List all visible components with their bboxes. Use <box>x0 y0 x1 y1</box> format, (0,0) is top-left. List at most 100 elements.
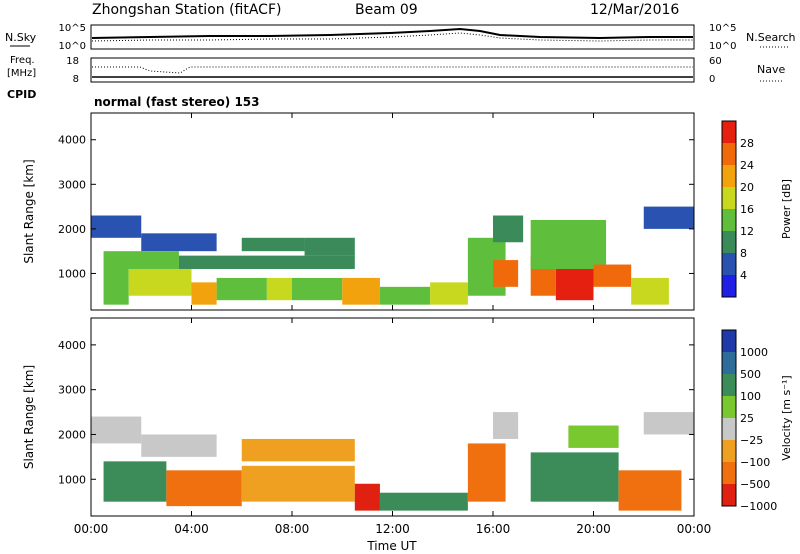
freq-panel-frame <box>90 57 695 83</box>
power-colorbar: 4 8 12 16 20 24 28 Power [dB] <box>721 120 793 298</box>
xtick-label-6: 00:00 <box>677 522 712 536</box>
power-cell-0 <box>91 215 142 238</box>
cpid-value: normal (fast stereo) 153 <box>94 95 260 109</box>
power-cell-8 <box>191 282 217 305</box>
beam-label: Beam 09 <box>355 2 418 18</box>
freq-tick-top: 18 <box>66 56 79 67</box>
velocity-cell-1 <box>141 434 217 457</box>
xtick-label-4: 16:00 <box>476 522 511 536</box>
power-cell-14 <box>430 282 468 305</box>
velocity-cell-6 <box>354 483 380 511</box>
xtick-label-0: 00:00 <box>74 522 109 536</box>
power-cell-9 <box>216 277 267 301</box>
power-cell-6 <box>103 268 129 305</box>
power-colorbar-tick-5: 24 <box>740 159 754 172</box>
noise-panel: N.Sky 10^5 10^0 10^5 10^0 N.Search <box>5 23 796 52</box>
nsky-label: N.Sky <box>5 31 37 44</box>
velocity-colorbar-swatch-5 <box>722 374 736 396</box>
power-colorbar-tick-0: 4 <box>740 269 747 282</box>
power-panel: 1000 2000 3000 4000 Slant Range [km] <box>22 112 695 311</box>
velocity-cell-4 <box>166 470 242 507</box>
velocity-colorbar-swatch-7 <box>722 330 736 352</box>
power-colorbar-swatch-2 <box>722 231 736 253</box>
freq-panel: Freq. [MHz] 18 8 60 0 Nave CPID normal (… <box>7 55 785 109</box>
velocity-colorbar-swatch-2 <box>722 440 736 462</box>
power-colorbar-swatch-6 <box>722 143 736 165</box>
power-cell-2 <box>241 237 305 252</box>
power-cell-20 <box>530 219 607 269</box>
power-colorbar-tick-6: 28 <box>740 137 754 150</box>
power-cell-11 <box>292 277 343 301</box>
velocity-cell-10 <box>530 452 619 502</box>
power-colorbar-frame <box>721 120 737 298</box>
noise-panel-frame <box>90 24 695 50</box>
nave-trace <box>92 66 693 74</box>
freq-label-line2: [MHz] <box>7 68 36 79</box>
velocity-colorbar-swatch-0 <box>722 484 736 506</box>
power-colorbar-tick-1: 8 <box>740 247 747 260</box>
velocity-cell-3 <box>103 461 167 502</box>
velocity-colorbar-tick-0: 1000 <box>740 346 768 359</box>
power-cell-17 <box>493 215 524 243</box>
date-label: 12/Mar/2016 <box>590 2 679 18</box>
velocity-ylabel: Slant Range [km] <box>22 365 36 469</box>
freq-tick-bottom: 8 <box>73 74 79 85</box>
power-cell-22 <box>631 277 669 305</box>
power-cell-7 <box>128 268 192 296</box>
power-colorbar-tick-4: 20 <box>740 181 754 194</box>
velocity-colorbar-swatch-1 <box>722 462 736 484</box>
nsearch-tick-top: 10^5 <box>709 23 736 34</box>
power-cell-10 <box>266 277 292 301</box>
nsky-trace <box>91 27 693 40</box>
power-cell-19 <box>555 268 594 301</box>
power-ytick-label-3: 4000 <box>58 134 86 147</box>
nsearch-label: N.Search <box>746 31 796 44</box>
velocity-colorbar-tick-7: −1000 <box>740 500 777 513</box>
nave-label: Nave <box>757 63 785 76</box>
time-axis: 00:00 04:00 08:00 12:00 16:00 20:00 00:00 <box>74 113 712 536</box>
velocity-ytick-label-2: 3000 <box>58 384 86 397</box>
power-cell-3 <box>304 237 355 256</box>
power-colorbar-swatch-3 <box>722 209 736 231</box>
nsky-tick-bottom: 10^0 <box>59 41 86 52</box>
velocity-ytick-label-1: 2000 <box>58 428 86 441</box>
power-colorbar-swatch-0 <box>722 275 736 297</box>
velocity-cell-11 <box>568 425 619 448</box>
velocity-colorbar-tick-2: 100 <box>740 390 761 403</box>
velocity-cell-8 <box>467 443 506 502</box>
power-ytick-label-2: 3000 <box>58 178 86 191</box>
power-cell-13 <box>379 286 431 305</box>
nave-tick-top: 60 <box>709 56 722 67</box>
nsearch-trace <box>91 32 693 42</box>
velocity-colorbar-tick-6: −500 <box>740 478 770 491</box>
nave-tick-bottom: 0 <box>709 74 715 85</box>
power-colorbar-swatch-4 <box>722 187 736 209</box>
xtick-label-1: 04:00 <box>174 522 209 536</box>
velocity-colorbar-tick-5: −100 <box>740 456 770 469</box>
power-ytick-label-0: 1000 <box>58 267 86 280</box>
power-cell-1 <box>141 233 217 252</box>
nsky-tick-top: 10^5 <box>59 23 86 34</box>
power-cell-5 <box>178 255 355 269</box>
cpid-label: CPID <box>7 88 36 101</box>
power-cell-21 <box>593 264 632 287</box>
velocity-cell-7 <box>379 492 468 511</box>
velocity-ytick-label-0: 1000 <box>58 473 86 486</box>
power-colorbar-tick-2: 12 <box>740 225 754 238</box>
velocity-cell-9 <box>493 412 519 439</box>
power-colorbar-swatch-1 <box>722 253 736 275</box>
power-cell-23 <box>643 206 694 229</box>
power-colorbar-label: Power [dB] <box>780 179 793 239</box>
velocity-panel: 1000 2000 3000 4000 Slant Range [km] <box>22 317 695 517</box>
velocity-colorbar-frame <box>721 329 737 507</box>
velocity-colorbar-label: Velocity [m s⁻¹] <box>780 375 793 460</box>
velocity-cell-2 <box>241 438 355 462</box>
xtick-label-2: 08:00 <box>275 522 310 536</box>
velocity-ytick-label-3: 4000 <box>58 339 86 352</box>
power-ytick-label-1: 2000 <box>58 223 86 236</box>
velocity-colorbar-swatch-6 <box>722 352 736 374</box>
velocity-cell-0 <box>91 416 142 444</box>
velocity-colorbar-swatch-3 <box>722 418 736 440</box>
velocity-cell-5 <box>241 465 355 502</box>
